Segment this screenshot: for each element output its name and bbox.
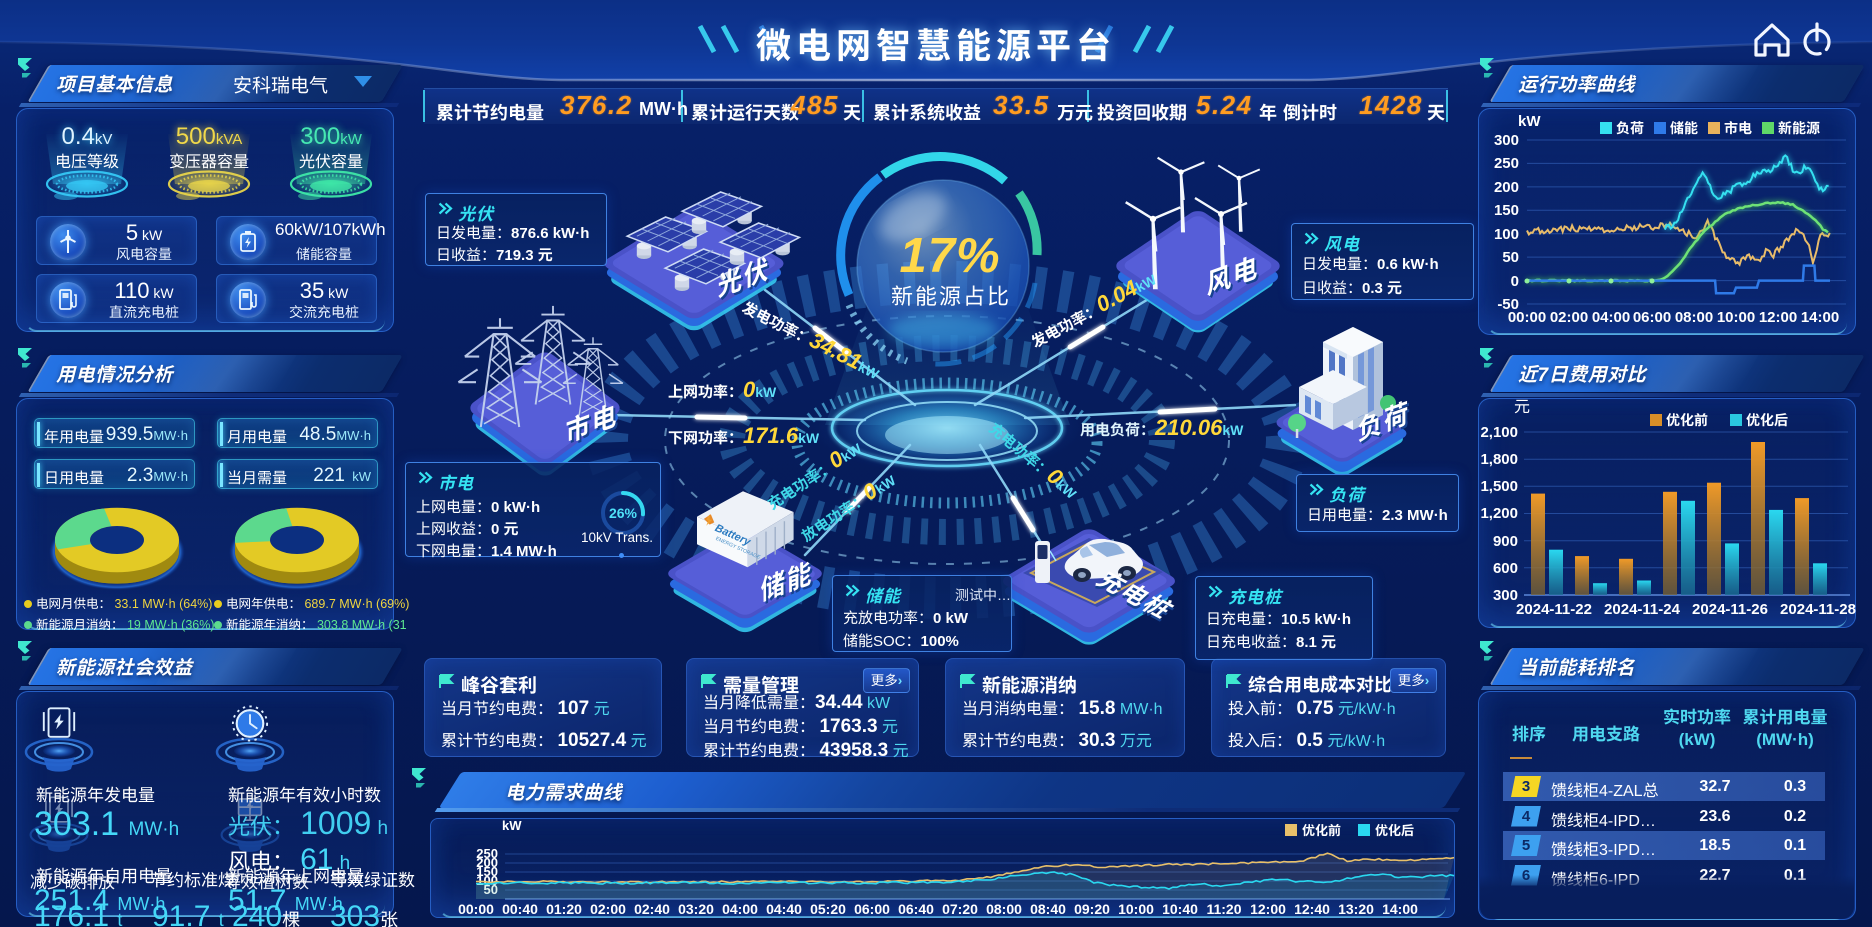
svg-text:200: 200	[476, 855, 498, 870]
svg-text:优化后: 优化后	[1746, 412, 1788, 428]
svg-text:03:20: 03:20	[678, 901, 714, 917]
svg-text:04:00: 04:00	[722, 901, 758, 917]
svg-text:00:40: 00:40	[502, 901, 538, 917]
svg-text:300: 300	[1493, 587, 1518, 604]
svg-text:08:00: 08:00	[986, 901, 1022, 917]
svg-text:06:00: 06:00	[1633, 309, 1671, 326]
svg-text:14:00: 14:00	[1382, 901, 1418, 917]
svg-text:26%: 26%	[609, 505, 638, 521]
svg-text:优化前: 优化前	[1666, 412, 1708, 428]
svg-text:09:20: 09:20	[1074, 901, 1110, 917]
svg-text:2024-11-26: 2024-11-26	[1692, 601, 1768, 618]
svg-text:600: 600	[1493, 560, 1518, 577]
svg-text:06:00: 06:00	[854, 901, 890, 917]
svg-text:02:40: 02:40	[634, 901, 670, 917]
svg-text:新能源: 新能源	[1778, 120, 1820, 136]
svg-text:01:20: 01:20	[546, 901, 582, 917]
svg-text:1,500: 1,500	[1480, 478, 1518, 495]
svg-text:150: 150	[1494, 202, 1519, 219]
svg-text:0: 0	[1511, 273, 1519, 290]
svg-text:2,100: 2,100	[1480, 424, 1518, 441]
svg-text:10:40: 10:40	[1162, 901, 1198, 917]
svg-text:发电功率：0.04kW: 发电功率：0.04kW	[1026, 265, 1161, 353]
svg-text:300: 300	[1494, 132, 1519, 149]
svg-text:08:40: 08:40	[1030, 901, 1066, 917]
svg-text:-50: -50	[1497, 296, 1519, 313]
svg-text:02:00: 02:00	[590, 901, 626, 917]
svg-text:下网功率：171.6kW: 下网功率：171.6kW	[668, 423, 820, 448]
svg-text:150: 150	[476, 864, 498, 879]
svg-text:100: 100	[1494, 226, 1519, 243]
svg-text:充电功率：0kW: 充电功率：0kW	[985, 415, 1085, 504]
svg-text:00:00: 00:00	[1508, 309, 1546, 326]
svg-text:11:20: 11:20	[1206, 901, 1241, 917]
svg-text:250: 250	[476, 846, 498, 861]
svg-text:13:20: 13:20	[1338, 901, 1374, 917]
svg-text:10:00: 10:00	[1118, 901, 1154, 917]
svg-text:04:00: 04:00	[1592, 309, 1630, 326]
svg-text:07:20: 07:20	[942, 901, 978, 917]
svg-text:14:00: 14:00	[1801, 309, 1839, 326]
svg-text:12:40: 12:40	[1294, 901, 1330, 917]
svg-text:250: 250	[1494, 155, 1519, 172]
svg-text:2024-11-24: 2024-11-24	[1604, 601, 1681, 618]
svg-text:04:40: 04:40	[766, 901, 802, 917]
svg-text:200: 200	[1494, 179, 1519, 196]
svg-text:kW: kW	[502, 818, 522, 833]
svg-text:12:00: 12:00	[1250, 901, 1286, 917]
svg-text:2024-11-28: 2024-11-28	[1780, 601, 1856, 618]
svg-text:kW: kW	[1518, 113, 1541, 130]
svg-text:02:00: 02:00	[1550, 309, 1588, 326]
svg-text:元: 元	[1514, 399, 1530, 416]
svg-text:12:00: 12:00	[1759, 309, 1797, 326]
svg-text:08:00: 08:00	[1675, 309, 1713, 326]
svg-text:1,800: 1,800	[1480, 451, 1518, 468]
svg-text:用电负荷：210.06kW: 用电负荷：210.06kW	[1080, 415, 1244, 440]
svg-text:06:40: 06:40	[898, 901, 934, 917]
svg-text:50: 50	[1502, 249, 1519, 266]
svg-text:10:00: 10:00	[1717, 309, 1755, 326]
svg-text:优化后: 优化后	[1375, 823, 1414, 838]
svg-text:负荷: 负荷	[1616, 120, 1644, 136]
svg-text:00:00: 00:00	[458, 901, 494, 917]
svg-text:900: 900	[1493, 533, 1518, 550]
svg-text:优化前: 优化前	[1302, 823, 1341, 838]
svg-text:市电: 市电	[1724, 120, 1752, 136]
svg-text:05:20: 05:20	[810, 901, 846, 917]
svg-text:发电功率：34.81kW: 发电功率：34.81kW	[739, 293, 886, 384]
svg-text:上网功率：0kW: 上网功率：0kW	[668, 377, 777, 402]
svg-text:50: 50	[484, 882, 498, 897]
svg-text:2024-11-22: 2024-11-22	[1516, 601, 1592, 618]
svg-text:1,200: 1,200	[1480, 505, 1518, 522]
svg-text:储能: 储能	[1670, 120, 1698, 136]
svg-text:新能源占比: 新能源占比	[891, 284, 1011, 309]
svg-text:17%: 17%	[899, 229, 1000, 283]
